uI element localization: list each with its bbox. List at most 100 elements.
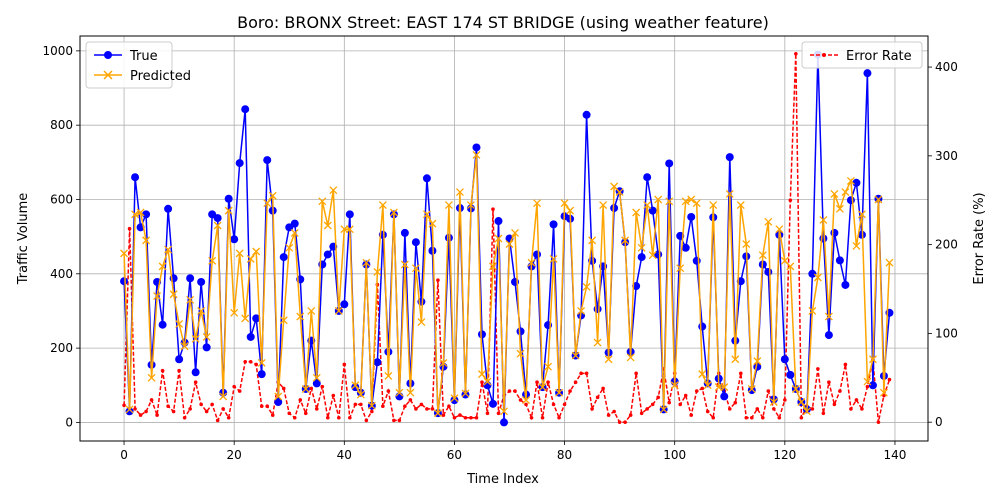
y2-tick-label: 400 bbox=[935, 60, 958, 74]
error-rate-point bbox=[689, 413, 694, 417]
error-rate-point bbox=[447, 404, 451, 408]
error-rate-point bbox=[182, 415, 187, 420]
error-rate-point bbox=[314, 407, 319, 411]
predicted-point bbox=[736, 201, 745, 210]
error-rate-point bbox=[529, 415, 534, 420]
error-rate-point bbox=[138, 413, 143, 417]
predicted-point bbox=[560, 199, 569, 208]
predicted-point bbox=[208, 256, 217, 265]
error-rate-point bbox=[733, 400, 738, 405]
error-rate-point bbox=[535, 380, 539, 385]
true-point bbox=[312, 379, 321, 388]
predicted-point bbox=[588, 236, 597, 245]
predicted-point bbox=[197, 306, 206, 315]
error-rate-point bbox=[617, 420, 622, 424]
predicted-point bbox=[769, 398, 778, 406]
error-rate-point bbox=[221, 407, 225, 411]
predicted-point bbox=[615, 188, 624, 197]
true-point bbox=[224, 194, 233, 203]
predicted-point bbox=[323, 221, 332, 230]
error-rate-point bbox=[254, 362, 259, 367]
predicted-point bbox=[461, 389, 470, 398]
true-point bbox=[643, 173, 652, 182]
error-rate-point bbox=[595, 395, 600, 400]
true-point bbox=[246, 332, 255, 341]
error-rate-point bbox=[788, 198, 793, 203]
predicted-point bbox=[863, 377, 872, 386]
error-rate-point bbox=[248, 360, 253, 364]
error-rate-point bbox=[237, 389, 242, 393]
true-point bbox=[725, 153, 734, 162]
predicted-point bbox=[318, 197, 327, 206]
error-rate-point bbox=[210, 402, 214, 407]
error-rate-point bbox=[281, 386, 286, 391]
legend-left: True Predicted bbox=[85, 41, 191, 89]
error-rate-point bbox=[370, 409, 374, 414]
predicted-point bbox=[186, 295, 195, 304]
predicted-point bbox=[676, 264, 685, 273]
predicted-point bbox=[703, 381, 712, 390]
error-rate-point bbox=[425, 407, 429, 411]
error-rate-point bbox=[259, 404, 264, 408]
predicted-point bbox=[687, 195, 696, 204]
predicted-point bbox=[846, 176, 855, 185]
error-rate-point bbox=[678, 402, 683, 407]
true-point bbox=[125, 407, 134, 416]
predicted-point bbox=[654, 195, 663, 204]
legend-error-marker bbox=[822, 53, 826, 57]
error-rate-point bbox=[882, 393, 886, 398]
error-rate-point bbox=[320, 384, 325, 389]
error-rate-point bbox=[551, 402, 556, 407]
true-point bbox=[681, 243, 690, 252]
error-rate-point bbox=[876, 420, 881, 424]
true-point bbox=[340, 300, 349, 309]
predicted-point bbox=[555, 388, 564, 397]
true-point bbox=[197, 277, 206, 286]
predicted-point bbox=[599, 201, 608, 210]
predicted-point bbox=[268, 191, 277, 200]
error-rate-point bbox=[843, 362, 848, 367]
error-rate-point bbox=[480, 380, 484, 385]
error-rate-point bbox=[777, 415, 782, 420]
error-rate-point bbox=[749, 415, 754, 420]
error-rate-point bbox=[403, 404, 407, 408]
error-rate-point bbox=[463, 415, 468, 420]
error-rate-point bbox=[601, 386, 605, 391]
error-rate-point bbox=[590, 407, 594, 411]
predicted-point bbox=[230, 308, 239, 317]
error-rate-point bbox=[854, 398, 859, 402]
predicted-point bbox=[213, 221, 222, 230]
error-rate-point bbox=[270, 413, 275, 417]
predicted-point bbox=[835, 204, 844, 213]
error-rate-point bbox=[243, 360, 247, 364]
error-rate-point bbox=[171, 409, 176, 414]
error-rate-point bbox=[392, 418, 396, 423]
true-point bbox=[477, 330, 486, 339]
error-rate-point bbox=[452, 415, 457, 420]
predicted-point bbox=[472, 150, 481, 159]
predicted-point bbox=[246, 254, 255, 263]
true-point bbox=[516, 327, 525, 336]
predicted-point bbox=[742, 240, 751, 249]
predicted-point bbox=[158, 262, 167, 271]
predicted-point bbox=[868, 355, 877, 364]
predicted-point bbox=[224, 206, 233, 215]
predicted-point bbox=[356, 390, 365, 399]
true-point bbox=[241, 105, 250, 114]
predicted-point bbox=[544, 362, 553, 371]
y2-tick-label: 300 bbox=[935, 149, 958, 163]
error-rate-point bbox=[155, 413, 159, 417]
predicted-point bbox=[329, 186, 338, 195]
plot-frame bbox=[79, 35, 929, 442]
legend-true-label: True bbox=[129, 49, 158, 64]
true-point bbox=[142, 210, 151, 219]
predicted-point bbox=[753, 357, 762, 366]
predicted-point bbox=[758, 251, 767, 260]
predicted-point bbox=[720, 383, 729, 392]
chart-title: Boro: BRONX Street: EAST 174 ST BRIDGE (… bbox=[237, 13, 769, 32]
true-point bbox=[593, 305, 602, 314]
legend-right-frame bbox=[801, 41, 923, 69]
true-point bbox=[808, 269, 817, 278]
